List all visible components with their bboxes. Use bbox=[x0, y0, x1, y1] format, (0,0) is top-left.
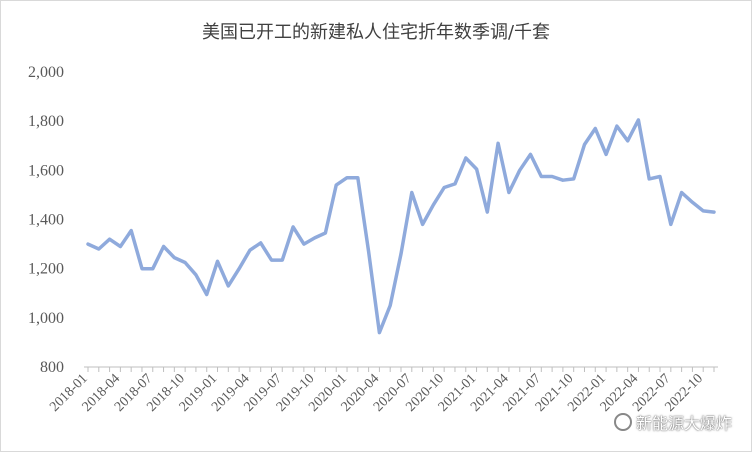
watermark: 新能源大爆炸 bbox=[613, 410, 732, 434]
y-tick-label: 1,800 bbox=[28, 113, 64, 130]
y-tick-label: 800 bbox=[40, 359, 64, 376]
y-tick-label: 1,200 bbox=[28, 261, 64, 278]
y-tick-label: 1,400 bbox=[28, 212, 64, 229]
watermark-text: 新能源大爆炸 bbox=[635, 414, 732, 433]
wechat-icon bbox=[613, 413, 632, 431]
series-layer bbox=[86, 118, 716, 335]
y-tick-label: 1,000 bbox=[28, 310, 64, 327]
chart-title: 美国已开工的新建私人住宅折年数季调/千套 bbox=[201, 22, 551, 43]
y-tick-label: 2,000 bbox=[28, 64, 64, 81]
y-tick-label: 1,600 bbox=[28, 162, 64, 179]
series-line bbox=[86, 118, 716, 335]
x-axis: 2018-012018-042018-072018-102019-012019-… bbox=[47, 366, 718, 415]
y-axis: 800 1,000 1,200 1,400 1,600 1,800 2,000 bbox=[28, 64, 64, 376]
